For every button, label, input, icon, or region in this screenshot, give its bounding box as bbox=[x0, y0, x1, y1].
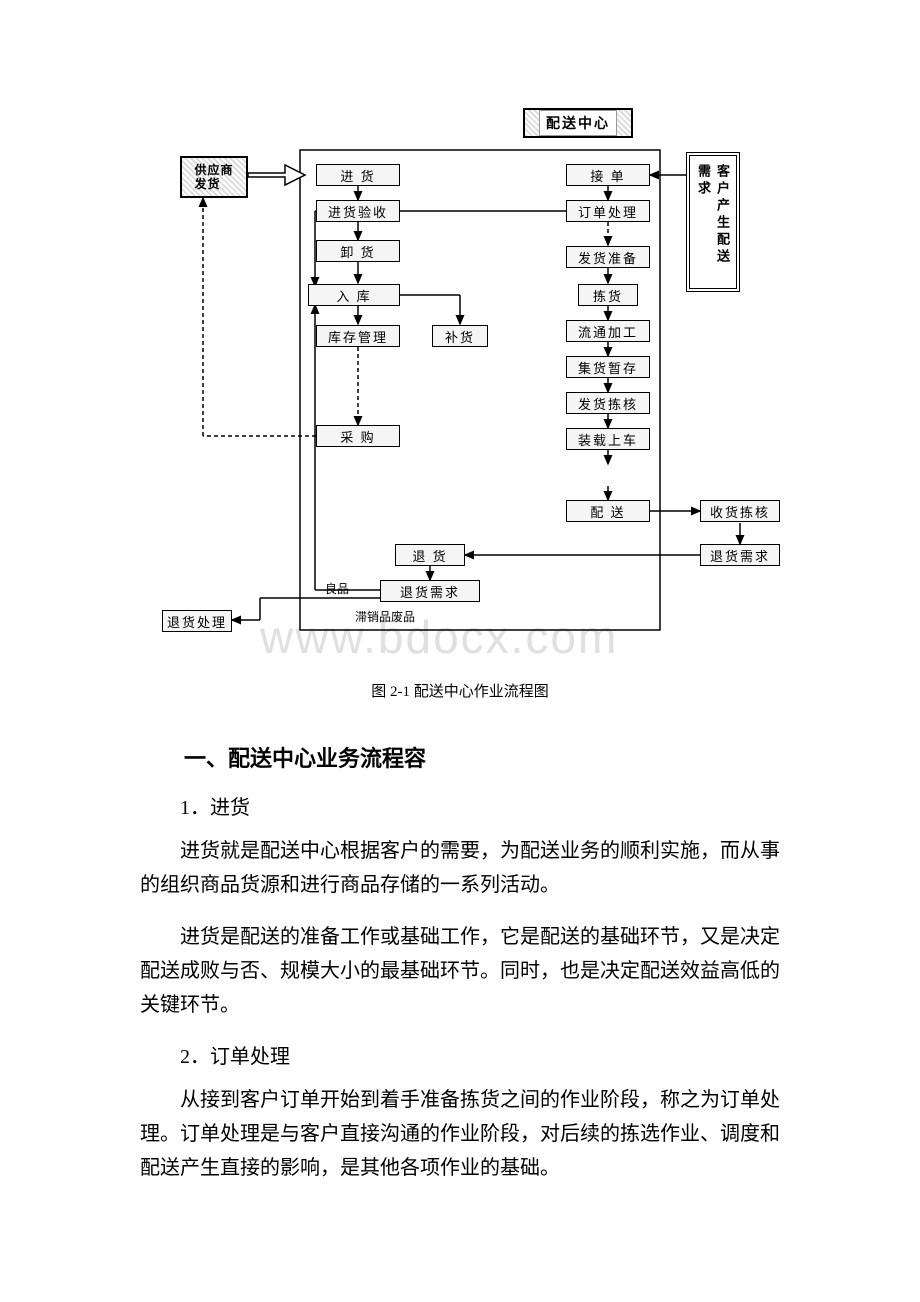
header-supplier: 供应商发货 bbox=[180, 156, 248, 198]
flowchart-connectors bbox=[0, 100, 920, 660]
customer-label: 客户产生配送需求 bbox=[694, 164, 732, 280]
node-shouhuo-jianhe: 收货拣核 bbox=[700, 500, 780, 522]
header-center-label: 配送中心 bbox=[539, 110, 617, 136]
label-good: 良品 bbox=[325, 580, 349, 597]
node-caigou: 采 购 bbox=[316, 425, 400, 447]
heading-1: 一、配送中心业务流程容 bbox=[140, 741, 780, 773]
node-tuihuo-chuli: 退货处理 bbox=[162, 610, 232, 632]
paragraph-3: 从接到客户订单开始到着手准备拣货之间的作业阶段，称之为订单处理。订单处理是与客户… bbox=[140, 1083, 780, 1185]
paragraph-2: 进货是配送的准备工作或基础工作，它是配送的基础环节，又是决定配送成败与否、规模大… bbox=[140, 920, 780, 1022]
node-ruku: 入 库 bbox=[308, 284, 400, 306]
node-tuihuo-xuqiu: 退货需求 bbox=[380, 580, 480, 602]
node-dingdan: 订单处理 bbox=[566, 200, 650, 222]
node-liutong: 流通加工 bbox=[566, 320, 650, 342]
header-center: 配送中心 bbox=[523, 108, 633, 138]
node-xiehuo: 卸 货 bbox=[316, 240, 400, 262]
node-zhuangzai: 装载上车 bbox=[566, 428, 650, 450]
node-jinhuo: 进 货 bbox=[316, 164, 400, 186]
node-tuihuo-xuqiu2: 退货需求 bbox=[700, 544, 780, 566]
node-kucun: 库存管理 bbox=[316, 325, 400, 347]
node-fahuo-zhunbei: 发货准备 bbox=[566, 246, 650, 268]
node-jianhuo: 拣货 bbox=[578, 284, 638, 306]
node-tuihuo: 退 货 bbox=[395, 544, 465, 566]
subheading-2: 2．订单处理 bbox=[140, 1040, 780, 1069]
supplier-label: 供应商发货 bbox=[194, 163, 233, 192]
subheading-1: 1．进货 bbox=[140, 791, 780, 820]
document-body: 一、配送中心业务流程容 1．进货 进货就是配送中心根据客户的需要，为配送业务的顺… bbox=[0, 741, 920, 1243]
figure-caption: 图 2-1 配送中心作业流程图 bbox=[0, 680, 920, 701]
node-peisong: 配 送 bbox=[566, 500, 650, 522]
node-buhuo: 补货 bbox=[432, 325, 488, 347]
node-jinhuo-yanshou: 进货验收 bbox=[316, 200, 400, 222]
node-jihuo: 集货暂存 bbox=[566, 356, 650, 378]
header-customer: 客户产生配送需求 bbox=[686, 152, 740, 292]
node-jiedan: 接 单 bbox=[566, 164, 650, 186]
label-bad: 滞销品废品 bbox=[355, 608, 415, 625]
flowchart-diagram: 配送中心 供应商发货 客户产生配送需求 进 货 进货验收 卸 货 入 库 库存管… bbox=[0, 100, 920, 660]
paragraph-1: 进货就是配送中心根据客户的需要，为配送业务的顺利实施，而从事的组织商品货源和进行… bbox=[140, 834, 780, 902]
node-fahuo-jianhe: 发货拣核 bbox=[566, 392, 650, 414]
